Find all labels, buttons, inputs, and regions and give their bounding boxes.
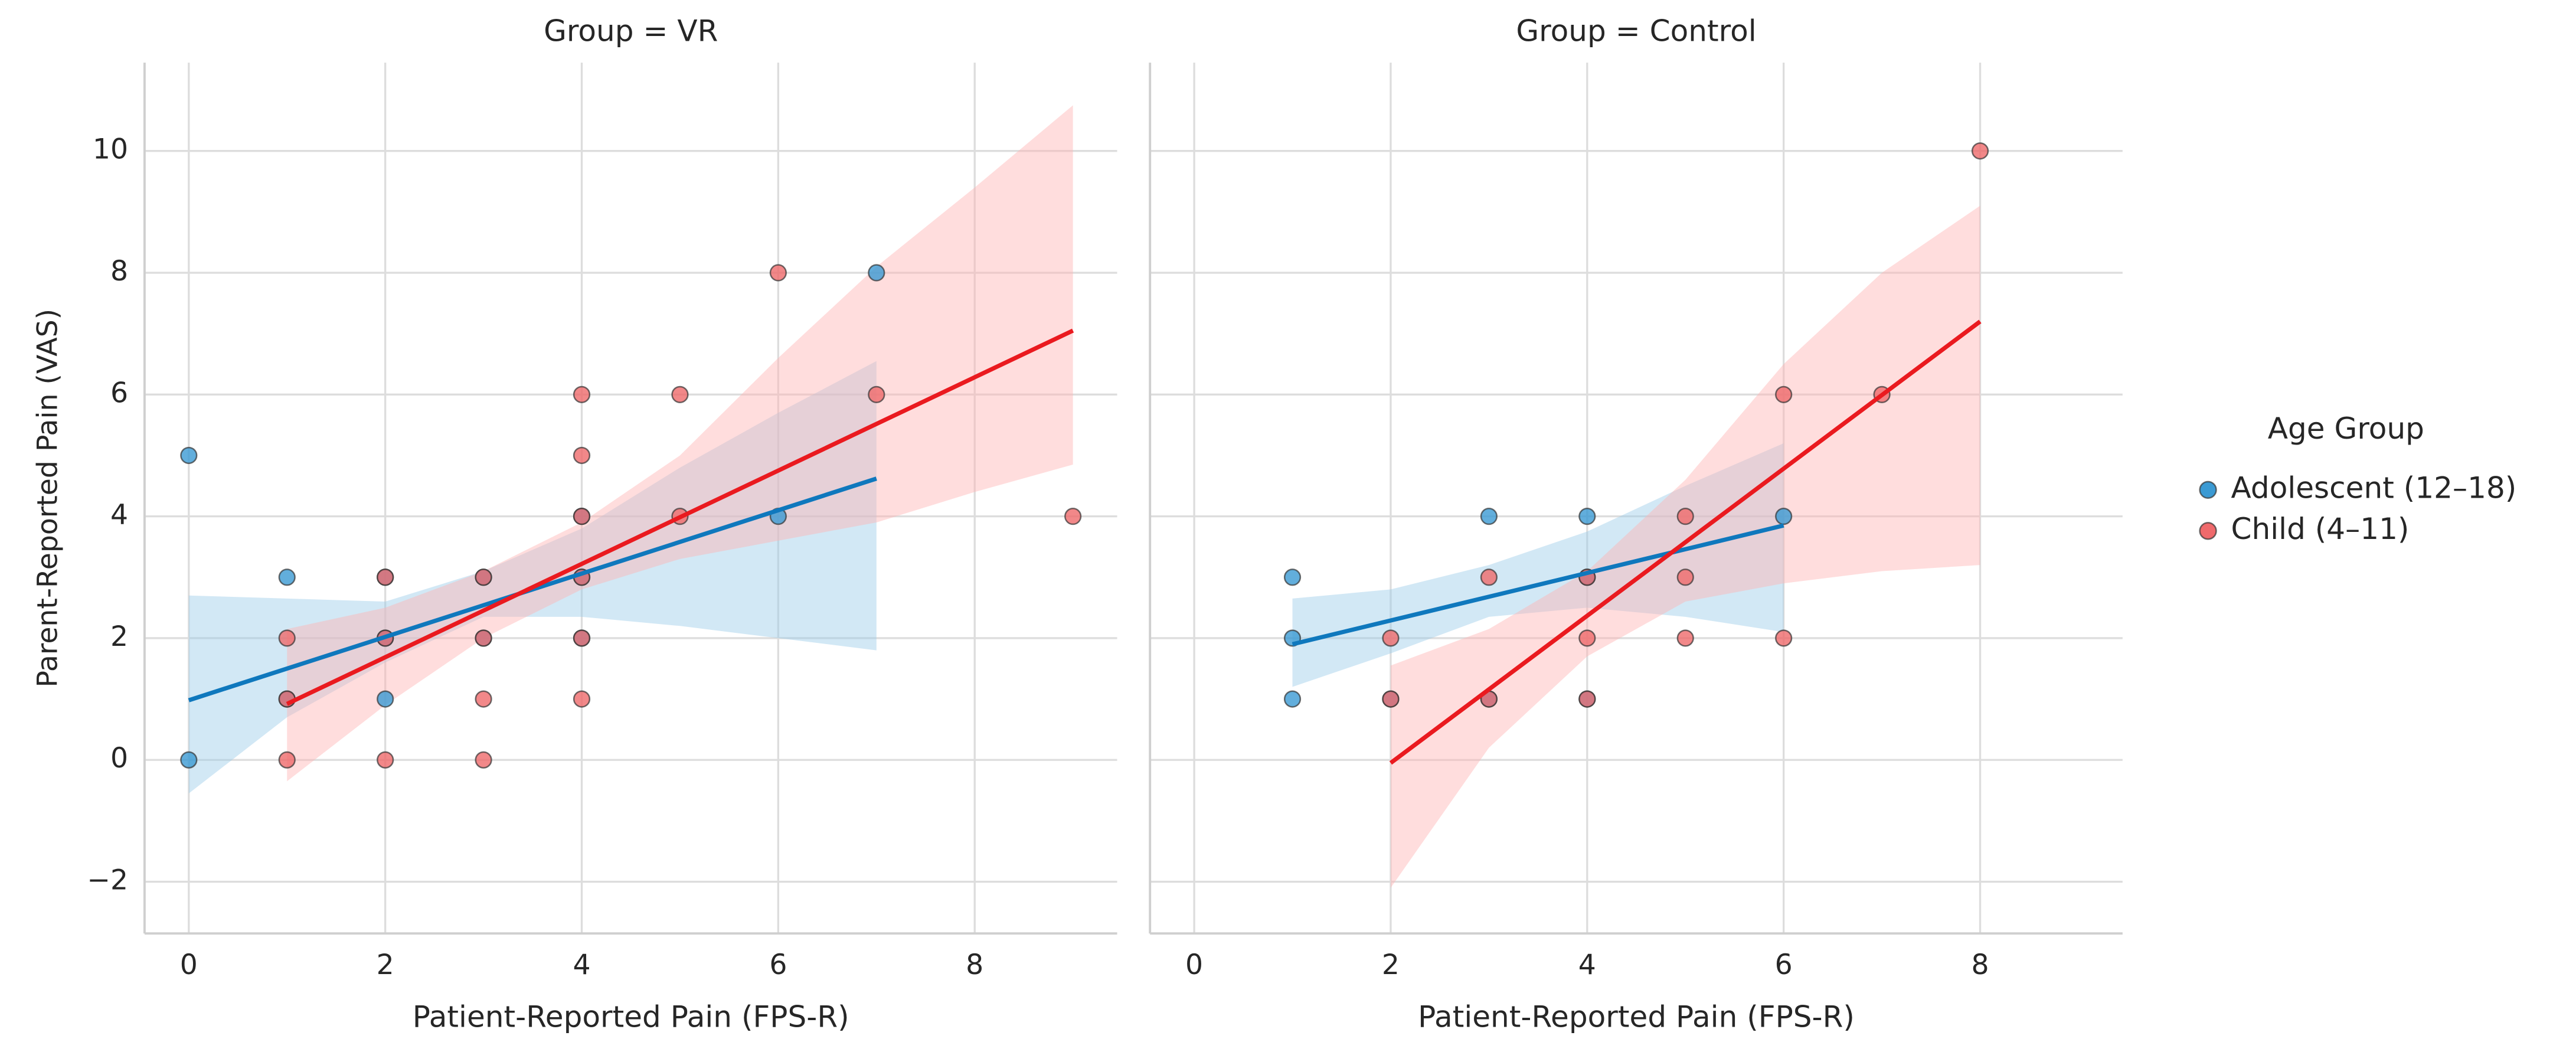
data-point — [1480, 569, 1498, 586]
data-point — [377, 569, 394, 586]
y-tick-label: 10 — [93, 133, 128, 166]
ci-band — [188, 361, 877, 793]
data-point — [671, 385, 689, 403]
y-tick-label: 2 — [110, 620, 128, 653]
data-point — [278, 629, 296, 647]
y-axis-label: Parent-Reported Pain (VAS) — [31, 309, 64, 688]
data-point — [1382, 629, 1400, 647]
x-axis-label: Patient-Reported Pain (FPS-R) — [413, 999, 849, 1034]
data-point — [1775, 385, 1793, 403]
data-point — [1676, 629, 1694, 647]
data-point — [1676, 569, 1694, 586]
x-tick-label: 8 — [1971, 949, 1989, 981]
ci-band — [1390, 205, 1980, 888]
x-tick-label: 2 — [377, 949, 394, 981]
data-point — [278, 569, 296, 586]
legend-marker — [2199, 481, 2217, 499]
legend-label: Child (4–11) — [2231, 512, 2410, 546]
data-point — [868, 385, 885, 403]
data-point — [1480, 508, 1498, 525]
data-point — [1283, 569, 1302, 586]
x-tick-label: 0 — [1185, 949, 1203, 981]
data-point — [1578, 508, 1596, 525]
legend-marker — [2199, 522, 2217, 540]
y-tick-label: 6 — [110, 377, 128, 409]
data-point — [377, 690, 394, 708]
data-point — [278, 751, 296, 769]
y-tick-label: −2 — [87, 864, 128, 897]
data-point — [1283, 690, 1302, 708]
data-point — [377, 751, 394, 769]
x-tick-label: 8 — [966, 949, 983, 981]
data-point — [573, 690, 591, 708]
x-tick-label: 4 — [1578, 949, 1596, 981]
facet-title: Group = Control — [1516, 14, 1756, 48]
data-point — [1382, 690, 1400, 708]
facet-title: Group = VR — [544, 14, 718, 48]
data-point — [573, 446, 591, 465]
legend-label: Adolescent (12–18) — [2231, 471, 2517, 505]
data-point — [1064, 508, 1082, 525]
regression-line — [1389, 319, 1982, 765]
data-point — [769, 264, 787, 282]
data-point — [1578, 690, 1596, 708]
ci-band — [287, 105, 1073, 782]
data-point — [573, 629, 591, 647]
regression-line — [1292, 523, 1784, 646]
data-point — [1775, 508, 1793, 525]
data-point — [475, 751, 492, 769]
data-point — [1971, 142, 1989, 160]
ci-band — [1292, 443, 1784, 687]
data-point — [475, 629, 492, 647]
x-tick-label: 4 — [573, 949, 590, 981]
data-point — [573, 385, 591, 403]
legend-title: Age Group — [2268, 411, 2424, 446]
data-point — [180, 751, 198, 769]
x-tick-label: 0 — [180, 949, 198, 981]
y-tick-label: 0 — [110, 742, 128, 775]
data-point — [1775, 629, 1793, 647]
y-tick-label: 8 — [110, 255, 128, 287]
data-point — [475, 569, 492, 586]
data-point — [180, 446, 198, 465]
x-tick-label: 2 — [1382, 949, 1400, 981]
data-point — [1676, 508, 1694, 525]
data-point — [475, 690, 492, 708]
data-point — [573, 508, 591, 525]
x-axis-label: Patient-Reported Pain (FPS-R) — [1418, 999, 1855, 1034]
y-tick-label: 4 — [110, 499, 128, 531]
data-point — [1578, 629, 1596, 647]
x-tick-label: 6 — [1775, 949, 1793, 981]
regression-line — [286, 328, 1074, 706]
x-tick-label: 6 — [769, 949, 787, 981]
data-point — [868, 264, 885, 282]
